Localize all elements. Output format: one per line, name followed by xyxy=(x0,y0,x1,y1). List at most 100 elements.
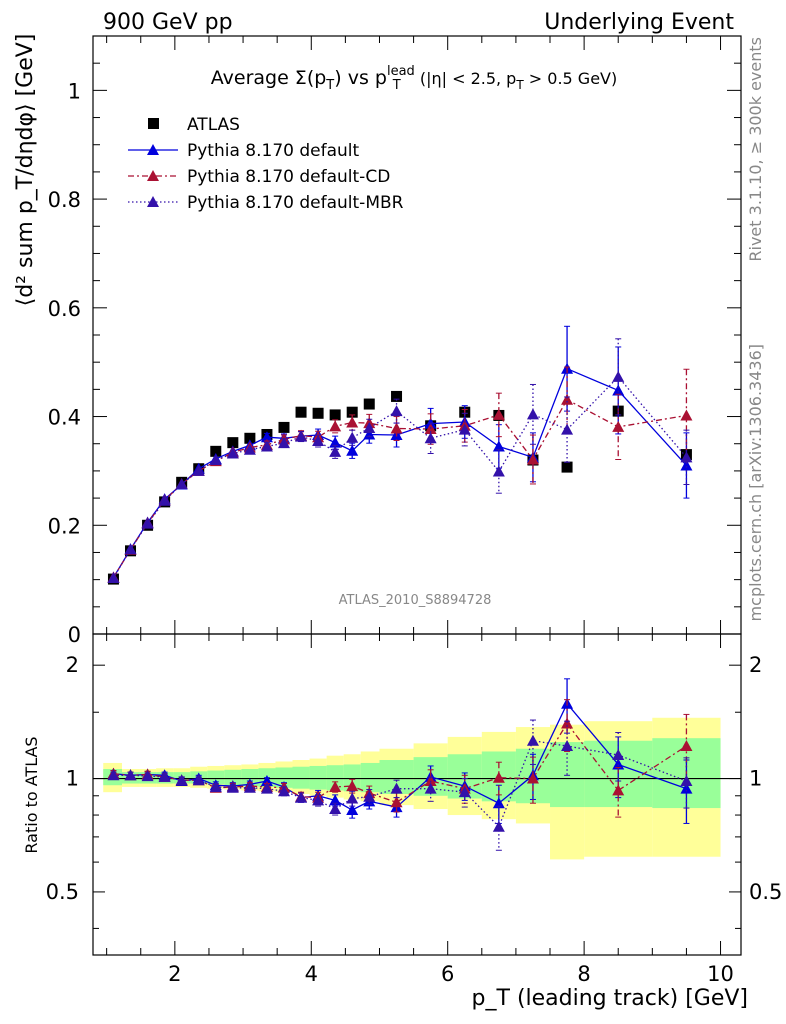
ratio-point xyxy=(612,758,625,770)
main-y-tick-label: 0.2 xyxy=(48,514,81,538)
ratio-y-tick-label: 2 xyxy=(66,653,79,677)
ratio-point xyxy=(141,770,154,782)
title-sub2: T xyxy=(392,78,401,93)
legend-marker-atlas xyxy=(148,118,159,129)
title-part-main: Average Σ(p xyxy=(211,67,327,89)
mc-data-point xyxy=(561,423,574,435)
mc-data-point xyxy=(312,435,325,447)
ratio-point xyxy=(612,748,625,760)
mc-data-point xyxy=(260,431,273,443)
mc-data-point xyxy=(260,440,273,452)
ratio-point xyxy=(243,781,256,793)
legend-marker xyxy=(147,170,159,181)
ratio-point xyxy=(312,794,325,806)
legend: ATLAS Pythia 8.170 default Pythia 8.170 de… xyxy=(128,115,404,213)
uncertainty-band-green xyxy=(241,769,259,787)
ratio-point xyxy=(680,740,693,752)
mc-data-point xyxy=(458,423,471,435)
ratio-point xyxy=(492,820,505,832)
mc-data-point xyxy=(346,444,359,456)
atlas-data-point xyxy=(561,461,573,473)
legend-label: ATLAS xyxy=(187,115,240,135)
ratio-y-tick-label-right: 1 xyxy=(749,767,762,791)
mc-series-line xyxy=(112,398,687,578)
x-tick-label: 8 xyxy=(577,962,590,986)
ratio-point xyxy=(424,782,437,794)
mc-data-point xyxy=(107,572,120,584)
uncertainty-band-green xyxy=(275,767,293,788)
x-tick-label: 10 xyxy=(707,962,734,986)
mc-data-point xyxy=(329,420,342,432)
analysis-watermark: ATLAS_2010_S8894728 xyxy=(339,593,492,608)
ratio-point xyxy=(346,792,359,804)
mcplots-note: mcplots.cern.ch [arXiv:1306.3436] xyxy=(746,344,765,621)
atlas-data-point xyxy=(244,432,256,444)
atlas-data-point xyxy=(391,390,403,402)
title-end: > 0.5 GeV) xyxy=(524,69,618,88)
x-tick-label: 2 xyxy=(168,962,181,986)
mc-data-point xyxy=(526,408,539,420)
ratio-y-tick-label: 0.5 xyxy=(46,880,79,904)
atlas-data-point xyxy=(227,437,239,449)
legend-marker xyxy=(147,196,159,207)
mc-data-point xyxy=(492,408,505,420)
mc-series-line xyxy=(112,375,687,579)
ratio-y-tick-label: 1 xyxy=(66,767,79,791)
legend-label: Pythia 8.170 default xyxy=(187,141,360,161)
ratio-point xyxy=(526,734,539,746)
uncertainty-band-green xyxy=(360,762,380,793)
ratio-point xyxy=(492,771,505,783)
mc-data-point xyxy=(209,454,222,466)
ratio-point xyxy=(390,796,403,808)
legend-label: Pythia 8.170 default-CD xyxy=(187,167,390,187)
atlas-data-point xyxy=(346,406,358,418)
ratio-point xyxy=(458,786,471,798)
mc-data-point xyxy=(612,370,625,382)
uncertainty-band-green xyxy=(343,764,361,792)
main-y-tick-label: 0.8 xyxy=(48,188,81,212)
title-sup: lead xyxy=(387,64,415,79)
mc-data-point xyxy=(680,459,693,471)
ratio-point xyxy=(158,770,171,782)
ratio-point xyxy=(175,774,188,786)
ratio-point xyxy=(124,769,137,781)
ratio-point xyxy=(492,797,505,809)
ratio-point xyxy=(329,803,342,815)
uncertainty-band-green xyxy=(207,770,225,785)
ratio-point xyxy=(680,782,693,794)
atlas-data-point xyxy=(312,407,324,419)
ratio-point xyxy=(277,785,290,797)
atlas-data-point xyxy=(278,421,290,433)
atlas-data-point xyxy=(210,445,222,457)
ratio-y-axis-label: Ratio to ATLAS xyxy=(22,736,41,853)
ratio-point xyxy=(363,790,376,802)
mc-data-point xyxy=(158,494,171,506)
mc-data-point xyxy=(363,421,376,433)
mc-data-point xyxy=(295,430,308,442)
ratio-point xyxy=(192,774,205,786)
mc-data-point xyxy=(561,393,574,405)
mc-data-point xyxy=(243,443,256,455)
main-y-tick-label: 0 xyxy=(68,623,81,647)
ratio-point xyxy=(226,781,239,793)
ratio-point xyxy=(390,782,403,794)
mc-data-point xyxy=(680,451,693,463)
ratio-point xyxy=(561,717,574,729)
ratio-y-tick-label-right: 0.5 xyxy=(749,880,782,904)
title-mid: ) vs p xyxy=(334,67,387,89)
ratio-point xyxy=(346,780,359,792)
title-sub3: T xyxy=(515,78,524,92)
mc-data-point xyxy=(346,416,359,428)
ratio-point xyxy=(424,775,437,787)
mc-data-point xyxy=(390,405,403,417)
main-y-tick-label: 1 xyxy=(68,79,81,103)
uncertainty-band-green xyxy=(326,765,344,791)
ratio-point xyxy=(526,772,539,784)
ratio-point xyxy=(612,784,625,796)
main-y-tick-label: 0.6 xyxy=(48,297,81,321)
mc-data-point xyxy=(612,384,625,396)
mc-data-point xyxy=(526,453,539,465)
header-left: 900 GeV pp xyxy=(103,10,233,35)
x-tick-label: 4 xyxy=(305,962,318,986)
